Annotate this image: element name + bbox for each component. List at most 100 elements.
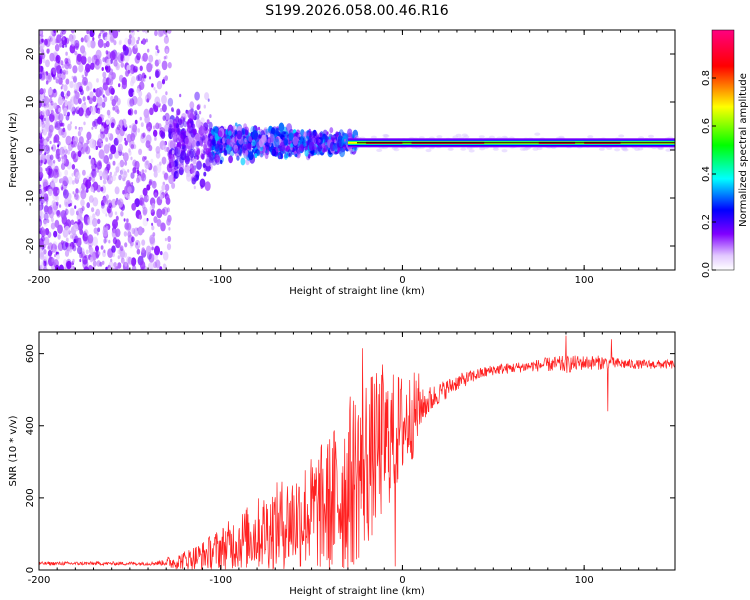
spectral-blob (52, 159, 56, 164)
spectral-blob (275, 127, 280, 136)
spectral-blob (74, 126, 77, 130)
spectral-blob (94, 122, 97, 128)
spectral-blob (43, 249, 47, 255)
spectral-blob (91, 126, 94, 130)
spectral-blob (174, 159, 179, 167)
spectral-blob (344, 138, 346, 142)
spectral-blob (117, 199, 121, 206)
spectral-blob (186, 149, 191, 157)
spectral-blob (50, 21, 56, 30)
x-tick-label: -100 (209, 575, 232, 586)
spectral-blob (60, 149, 65, 156)
spectral-blob (179, 116, 185, 124)
spectral-blob (92, 120, 96, 128)
spectral-blob (309, 132, 313, 138)
spectral-blob (130, 172, 135, 179)
spectral-blob (136, 242, 138, 246)
spectral-halo (383, 134, 390, 138)
spectral-blob (65, 237, 69, 243)
spectral-blob (105, 238, 108, 243)
spectral-blob (78, 142, 81, 146)
spectral-blob (105, 50, 109, 55)
spectral-blob (211, 157, 217, 166)
spectral-blob (65, 201, 68, 206)
spectral-blob (74, 39, 80, 49)
spectral-blob (233, 144, 239, 153)
spectral-blob (112, 174, 116, 182)
spectral-blob (145, 140, 151, 149)
spectral-blob (157, 49, 160, 54)
spectral-blob (131, 227, 136, 235)
spectral-blob (87, 219, 91, 225)
spectral-blob (164, 123, 170, 132)
spectral-blob (153, 86, 156, 91)
spectral-blob (72, 65, 78, 74)
spectral-blob (196, 140, 200, 147)
spectral-blob (338, 140, 344, 148)
spectral-blob (55, 122, 59, 128)
spectral-blob (159, 266, 163, 270)
spectral-blob (128, 88, 134, 98)
spectral-blob (85, 85, 90, 92)
spectral-blob (142, 187, 148, 196)
spectral-blob (44, 152, 47, 156)
spectral-blob (43, 219, 48, 227)
spectral-blob (211, 151, 215, 156)
spectral-blob (132, 91, 135, 96)
spectral-blob (118, 119, 125, 129)
spectral-blob (191, 177, 196, 185)
spectral-blob (203, 143, 208, 151)
spectral-blob (258, 134, 261, 139)
spectral-blob (98, 170, 104, 178)
spectral-blob (176, 172, 180, 178)
spectral-blob (169, 123, 172, 128)
spectral-blob (41, 30, 44, 31)
spectral-blob (176, 108, 181, 116)
spectral-blob (127, 109, 132, 116)
spectral-blob (61, 149, 65, 154)
spectral-blob (50, 30, 54, 35)
spectral-blob (100, 131, 105, 139)
spectral-blob (93, 88, 96, 93)
spectral-blob (41, 110, 45, 116)
spectral-blob (71, 141, 74, 145)
spectral-blob (141, 55, 145, 62)
spectral-blob (151, 180, 157, 189)
spectral-blob (62, 98, 65, 103)
colorbar-tick-label: 0.4 (701, 166, 712, 182)
spectral-blob (160, 107, 163, 113)
spectral-blob (52, 111, 55, 116)
colorbar-tick-label: 0.8 (701, 70, 712, 86)
spectral-blob (77, 219, 81, 225)
spectral-blob (63, 259, 68, 266)
spectral-blob (100, 142, 104, 148)
spectral-blob (47, 74, 51, 80)
spectral-blob (88, 155, 92, 160)
spectral-blob (110, 144, 117, 155)
spectral-halo (534, 132, 541, 136)
spectral-blob (155, 146, 161, 154)
spectral-blob (190, 167, 195, 174)
spectral-blob (86, 34, 91, 41)
spectral-blob (65, 51, 68, 56)
spectral-blob (298, 136, 301, 140)
spectral-blob (68, 63, 72, 69)
spectral-blob (112, 106, 115, 111)
spectral-blob (149, 76, 151, 80)
spectral-blob (336, 139, 342, 148)
spectral-blob (77, 150, 82, 158)
spectral-blob (57, 144, 60, 148)
spectral-blob (66, 260, 72, 270)
spectral-blob (57, 224, 63, 234)
spectral-blob (118, 174, 122, 181)
spectral-blob (47, 231, 52, 238)
spectral-blob (102, 227, 109, 237)
spectral-blob (198, 154, 201, 159)
spectral-blob (169, 140, 175, 150)
spectral-blob (109, 171, 113, 176)
spectral-blob (304, 142, 307, 147)
spectral-blob (275, 147, 279, 153)
spectral-blob (91, 55, 98, 65)
spectral-blob (80, 251, 86, 259)
